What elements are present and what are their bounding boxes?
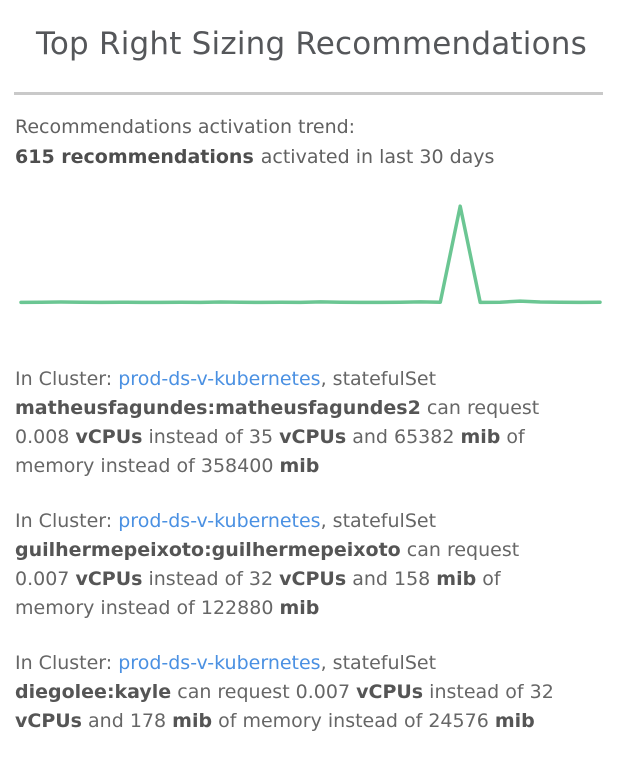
recommendation-text: instead of 32 [142,568,280,590]
recommendation-bold-term: diegolee:kayle [15,681,172,703]
recommendation-bold-term: mib [279,455,320,477]
cluster-link[interactable]: prod-ds-v-kubernetes [118,368,321,390]
recommendation-text: , statefulSet [320,510,437,532]
cluster-link[interactable]: prod-ds-v-kubernetes [118,652,321,674]
recommendation-bold-term: vCPUs [279,426,347,448]
recommendation-bold-term: vCPUs [279,568,347,590]
panel-title: Top Right Sizing Recommendations [36,26,587,62]
trend-count: 615 recommendations [15,146,254,168]
recommendation-item: In Cluster: prod-ds-v-kubernetes, statef… [15,365,560,481]
recommendation-text: of memory instead of 358400 [15,426,525,477]
trend-summary-line2: 615 recommendations activated in last 30 … [15,142,616,172]
rightsizing-panel: Top Right Sizing Recommendations Recomme… [0,24,636,784]
recommendation-text: can request 0.008 [15,397,540,448]
recommendation-text: and 178 [82,710,173,732]
recommendation-bold-term: vCPUs [15,710,82,732]
recommendation-text: of memory instead of 122880 [15,568,501,619]
recommendations-list: In Cluster: prod-ds-v-kubernetes, statef… [15,365,560,736]
trend-suffix: activated in last 30 days [260,146,495,168]
recommendation-bold-term: mib [436,568,477,590]
recommendation-text: and 65382 [346,426,461,448]
activation-trend-chart [19,204,602,305]
activation-trend-summary: Recommendations activation trend: 615 re… [15,112,616,172]
recommendation-bold-term: guilhermepeixoto:guilhermepeixoto [15,539,401,561]
recommendation-bold-term: mib [460,426,501,448]
trend-line [19,204,602,305]
recommendation-item: In Cluster: prod-ds-v-kubernetes, statef… [15,649,560,736]
recommendation-text: In Cluster: [15,652,119,674]
recommendation-text: can request 0.007 [15,539,520,590]
recommendation-text: of memory instead of 24576 [212,710,495,732]
recommendation-bold-term: matheusfagundes:matheusfagundes2 [15,397,421,419]
recommendation-text: instead of 32 [423,681,554,703]
recommendation-bold-term: mib [494,710,535,732]
cluster-link[interactable]: prod-ds-v-kubernetes [118,510,321,532]
recommendation-bold-term: mib [279,597,320,619]
recommendation-text: In Cluster: [15,368,119,390]
trend-summary-line1: Recommendations activation trend: [15,116,356,138]
recommendation-text: , statefulSet [320,652,437,674]
recommendation-item: In Cluster: prod-ds-v-kubernetes, statef… [15,507,560,623]
recommendation-text: , statefulSet [320,368,437,390]
recommendation-bold-term: vCPUs [75,426,143,448]
divider [14,92,603,95]
recommendation-text: and 158 [346,568,437,590]
recommendation-text: In Cluster: [15,510,119,532]
recommendation-bold-term: vCPUs [356,681,424,703]
recommendation-text: instead of 35 [142,426,280,448]
recommendation-bold-term: mib [172,710,213,732]
recommendation-bold-term: vCPUs [75,568,143,590]
recommendation-text: can request 0.007 [171,681,357,703]
